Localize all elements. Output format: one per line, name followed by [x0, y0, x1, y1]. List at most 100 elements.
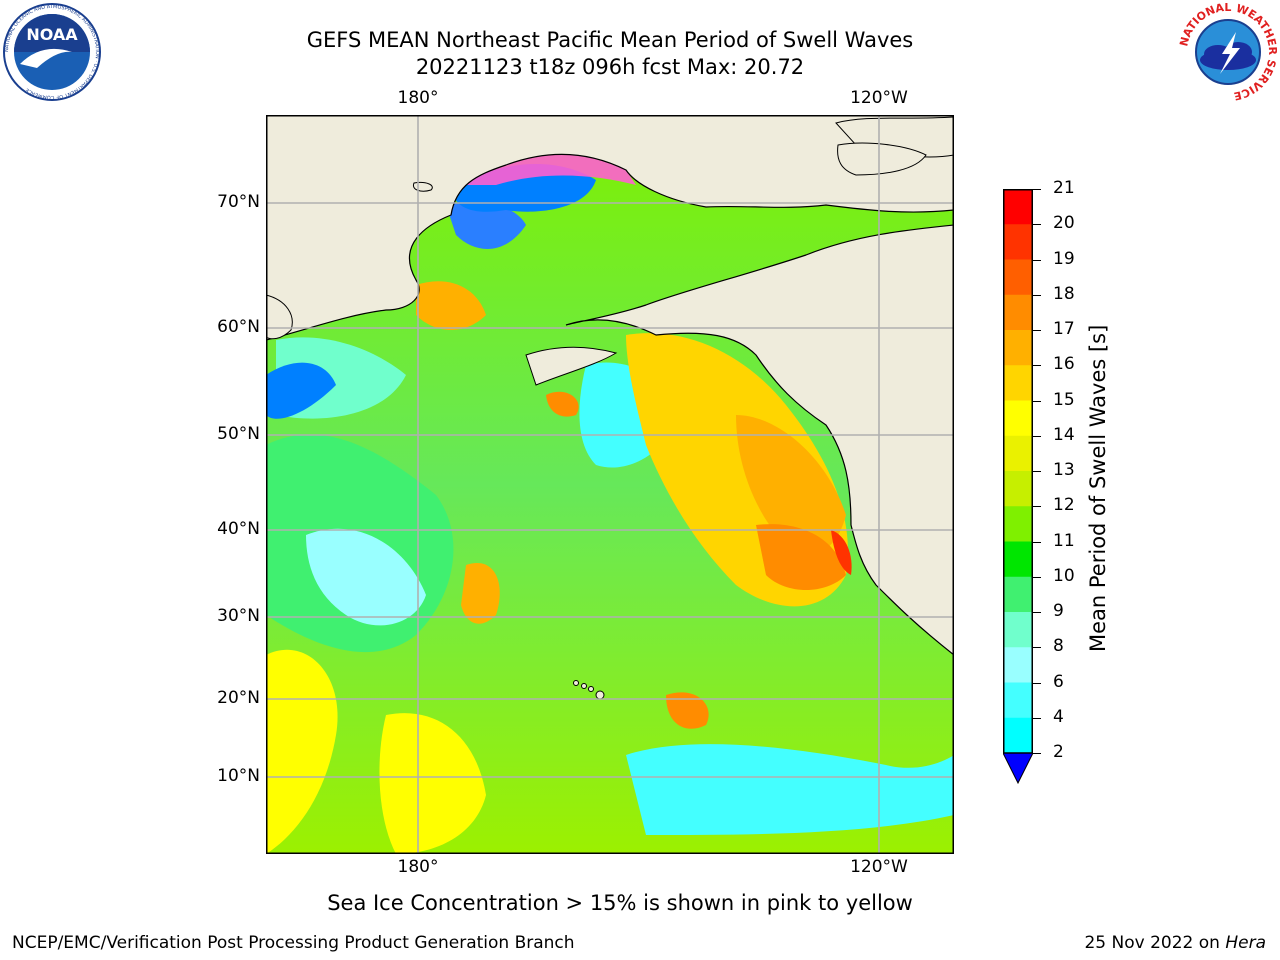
footer-host: Hera [1225, 933, 1266, 953]
colorbar-band-13 [1003, 647, 1033, 683]
colorbar-band-1 [1003, 224, 1033, 260]
colorbar-svg [1002, 189, 1034, 785]
colorbar-band-3 [1003, 294, 1033, 331]
colorbar-tick-label: 4 [1053, 706, 1064, 727]
field-red-max [831, 530, 852, 575]
colorbar-tick-mark [1033, 189, 1041, 190]
noaa-logo: NOAA NATIONAL OCEANIC AND ATMOSPHERIC AD… [2, 2, 102, 102]
colorbar-band-4 [1003, 330, 1033, 366]
colorbar-tick-mark [1033, 717, 1041, 719]
land-alaska-peninsula [525, 346, 618, 386]
noaa-logo-text: NOAA [26, 25, 78, 44]
colorbar-tick-label: 12 [1053, 495, 1075, 516]
colorbar-tick-mark [1033, 612, 1041, 613]
land-hawaii-1 [573, 680, 579, 686]
footer-date-text: 25 Nov 2022 on [1084, 933, 1226, 953]
colorbar-extend-triangle [1002, 752, 1034, 785]
colorbar-tick-mark [1033, 400, 1041, 402]
land-north-america [565, 224, 955, 657]
colorbar-tick-mark [1033, 471, 1041, 472]
field-cyan-west [306, 528, 426, 626]
field-orange-bering [416, 281, 486, 330]
colorbar-tick-mark [1033, 682, 1041, 684]
land-hawaii-3 [588, 686, 594, 692]
colorbar-band-9 [1003, 506, 1033, 542]
lon-label-top-180: 180° [397, 88, 439, 108]
colorbar-tick-mark [1033, 365, 1041, 367]
colorbar-title: Mean Period of Swell Waves [s] [1086, 324, 1110, 652]
colorbar-tick-label: 16 [1053, 354, 1075, 375]
lat-label-40n: 40°N [217, 519, 260, 539]
colorbar-tick-label: 14 [1053, 424, 1075, 445]
colorbar-tick-mark [1033, 647, 1041, 649]
colorbar-tick-label: 21 [1053, 178, 1075, 198]
colorbar-tick-label: 19 [1053, 248, 1075, 269]
graticule [266, 115, 954, 854]
colorbar-tick-mark [1033, 541, 1041, 543]
colorbar-band-15 [1003, 717, 1033, 754]
colorbar-band-14 [1003, 682, 1033, 719]
map-svg [265, 114, 955, 854]
field-orange-sw-california [756, 524, 846, 590]
colorbar-band-6 [1003, 400, 1033, 437]
map-panel [265, 114, 955, 854]
colorbar-tick-mark [1033, 506, 1041, 508]
lon-label-bottom-180: 180° [397, 857, 439, 877]
lon-label-bottom-120w: 120°W [850, 857, 908, 877]
colorbar-tick-mark [1033, 330, 1041, 331]
field-orange-gulf [546, 391, 579, 417]
field-blue-chukchi [446, 201, 526, 249]
colorbar-tick-mark [1033, 294, 1041, 296]
colorbar-frame [1003, 189, 1033, 754]
colorbar [1002, 189, 1034, 785]
lat-label-30n: 30°N [217, 606, 260, 626]
field-cyan-tropics [626, 744, 954, 835]
lat-label-60n: 60°N [217, 317, 260, 337]
colorbar-tick-label: 17 [1053, 319, 1075, 339]
land-wrangel-island [412, 182, 433, 192]
lon-label-top-120w: 120°W [850, 88, 908, 108]
colorbar-tick-mark [1033, 753, 1041, 754]
lat-label-20n: 20°N [217, 688, 260, 708]
colorbar-band-10 [1003, 541, 1033, 578]
field-orange-central [461, 563, 500, 624]
colorbar-tick-mark [1033, 224, 1041, 226]
colorbar-tick-label: 18 [1053, 283, 1075, 304]
land-hawaii-4 [595, 690, 605, 700]
colorbar-tick-label: 10 [1053, 565, 1075, 586]
colorbar-band-5 [1003, 365, 1033, 401]
colorbar-tick-label: 11 [1053, 530, 1075, 551]
nws-logo: NATIONAL WEATHER SERVICE [1177, 1, 1279, 103]
colorbar-tick-label: 6 [1053, 671, 1064, 692]
field-yellow-sw [266, 649, 338, 854]
footer-date: 25 Nov 2022 on Hera [1084, 933, 1266, 953]
page-subtitle: 20221123 t18z 096h fcst Max: 20.72 [415, 55, 805, 79]
colorbar-tick-label: 9 [1053, 601, 1064, 621]
colorbar-tick-label: 20 [1053, 213, 1075, 234]
colorbar-tick-label: 2 [1053, 742, 1064, 762]
colorbar-band-7 [1003, 435, 1033, 472]
colorbar-band-12 [1003, 612, 1033, 648]
colorbar-band-11 [1003, 576, 1033, 613]
page-title: GEFS MEAN Northeast Pacific Mean Period … [306, 28, 914, 52]
field-orange-coast [736, 415, 846, 555]
lat-label-10n: 10°N [217, 766, 260, 786]
colorbar-tick-mark [1033, 259, 1041, 261]
colorbar-tick-label: 15 [1053, 389, 1075, 410]
colorbar-tick-mark [1033, 576, 1041, 578]
colorbar-tick-label: 8 [1053, 636, 1064, 657]
field-orange-south [666, 692, 709, 729]
field-yellow-south [379, 713, 486, 854]
field-blue-nw [266, 362, 336, 419]
lat-label-70n: 70°N [217, 192, 260, 212]
land-hawaii-2 [581, 683, 587, 689]
colorbar-band-2 [1003, 259, 1033, 296]
footer-branch: NCEP/EMC/Verification Post Processing Pr… [12, 933, 575, 953]
colorbar-band-8 [1003, 471, 1033, 507]
sea-ice-note: Sea Ice Concentration > 15% is shown in … [327, 891, 913, 915]
colorbar-band-0 [1003, 189, 1033, 225]
colorbar-tick-mark [1033, 435, 1041, 437]
land-arctic [265, 114, 955, 341]
lat-label-50n: 50°N [217, 424, 260, 444]
colorbar-tick-label: 13 [1053, 460, 1075, 480]
